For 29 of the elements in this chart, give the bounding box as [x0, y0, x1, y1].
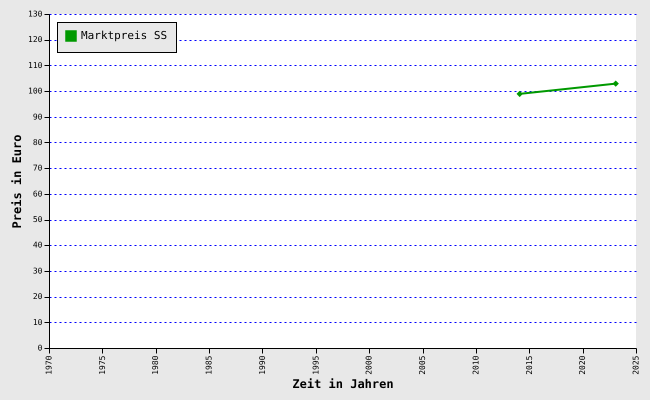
- y-axis-title: Preis in Euro: [10, 134, 24, 228]
- x-tick-label: 1980: [151, 355, 160, 375]
- y-tick-label: 60: [32, 189, 43, 198]
- y-tick-label: 30: [32, 266, 43, 276]
- y-tick-label: 90: [32, 112, 43, 122]
- x-axis-title: Zeit in Jahren: [292, 376, 394, 391]
- x-tick-label: 1995: [311, 355, 320, 375]
- y-tick-label: 0: [38, 344, 43, 352]
- x-tick-label: 2025: [632, 355, 640, 375]
- x-tick-label: 1975: [98, 355, 107, 375]
- x-tick-label: 2020: [578, 355, 588, 375]
- y-tick-label: 120: [28, 35, 43, 44]
- y-tick-label: 10: [32, 318, 43, 327]
- y-tick-label: 130: [28, 10, 43, 18]
- y-tick-label: 100: [28, 86, 43, 96]
- y-tick-label: 110: [28, 60, 43, 70]
- x-tick-label: 2005: [418, 355, 428, 375]
- x-tick-label: 1990: [258, 355, 267, 375]
- y-tick-label: 40: [32, 240, 43, 250]
- y-tick-label: 70: [32, 164, 43, 173]
- x-tick-label: 2000: [364, 355, 374, 375]
- x-tick-label: 2010: [471, 355, 480, 375]
- y-tick-label: 20: [32, 292, 43, 302]
- x-tick-label: 1985: [204, 355, 214, 375]
- y-tick-label: 50: [32, 215, 43, 224]
- y-tick-label: 80: [32, 138, 43, 147]
- legend-label: Marktpreis SS: [81, 29, 168, 42]
- x-tick-label: 2015: [524, 355, 534, 375]
- x-tick-label: 1970: [44, 355, 54, 375]
